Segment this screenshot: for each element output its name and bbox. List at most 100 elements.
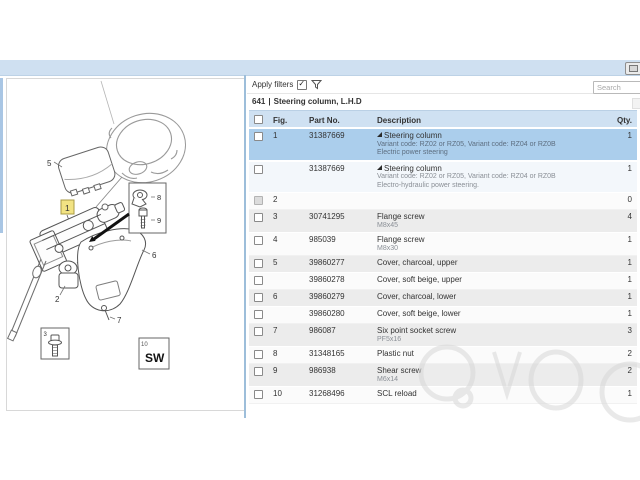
collapsed-control[interactable] bbox=[632, 98, 640, 109]
description-cell: SCL reload bbox=[377, 389, 599, 399]
filters-bar: Apply filters ✓ bbox=[247, 75, 640, 94]
description-sub: M8x45 bbox=[377, 221, 399, 229]
part-no-cell: 30741295 bbox=[309, 212, 345, 221]
description-cell: Flange screw M8x45 bbox=[377, 212, 599, 230]
filter-funnel-icon[interactable] bbox=[311, 79, 323, 90]
expand-triangle-icon[interactable] bbox=[377, 164, 382, 170]
part-no-cell: 31387669 bbox=[309, 163, 345, 173]
parts-table: Fig. Part No. Description Qty. 1 31387669… bbox=[249, 110, 637, 404]
table-row[interactable]: 39860280 Cover, soft beige, lower 1 bbox=[249, 307, 637, 324]
row-checkbox[interactable] bbox=[254, 327, 263, 336]
row-checkbox[interactable] bbox=[254, 350, 263, 359]
apply-filters-checkbox[interactable]: ✓ bbox=[297, 78, 308, 90]
search-input[interactable] bbox=[593, 81, 640, 94]
lower-cover-drawing bbox=[77, 228, 147, 312]
description-main: Flange screw bbox=[377, 212, 425, 221]
table-row[interactable]: 1 31387669 Steering column Variant code: RZ… bbox=[249, 129, 637, 162]
table-row[interactable]: 4 985039 Flange screw M8x30 1 bbox=[249, 233, 637, 256]
description-main: Cover, soft beige, lower bbox=[377, 309, 461, 318]
callout-1-highlight[interactable]: 1 bbox=[60, 199, 75, 215]
part-no-cell: 31387669 bbox=[309, 131, 345, 140]
part-no-cell: 986938 bbox=[309, 366, 336, 375]
description-main: Flange screw bbox=[377, 235, 425, 244]
callout-10: 10 bbox=[141, 342, 148, 348]
description-main: Plastic nut bbox=[377, 349, 414, 358]
part-no-cell: 985039 bbox=[309, 235, 336, 244]
fig-cell: 4 bbox=[273, 235, 278, 244]
description-cell: Cover, soft beige, upper bbox=[377, 275, 599, 285]
checkbox-cell bbox=[249, 309, 273, 321]
checkmark-icon: ✓ bbox=[298, 78, 306, 88]
fig-cell: 6 bbox=[273, 292, 278, 301]
table-row[interactable]: 7 986087 Six point socket screw PF5x16 3 bbox=[249, 324, 637, 347]
description-sub: PF5x16 bbox=[377, 335, 402, 343]
description-sub: Variant code: RZ02 or RZ05, Variant code… bbox=[377, 173, 556, 180]
apply-filters-label: Apply filters bbox=[252, 80, 294, 89]
section-separator: | bbox=[268, 97, 271, 106]
row-checkbox[interactable] bbox=[254, 164, 263, 174]
row-checkbox[interactable] bbox=[254, 293, 263, 302]
table-header-row: Fig. Part No. Description Qty. bbox=[249, 110, 637, 129]
row-checkbox[interactable] bbox=[254, 367, 263, 376]
fig-cell: 7 bbox=[273, 326, 278, 335]
qty-cell: 1 bbox=[627, 258, 632, 267]
table-row[interactable]: 10 31268496 SCL reload 1 bbox=[249, 387, 637, 404]
description-main: Cover, charcoal, lower bbox=[377, 292, 457, 301]
table-row[interactable]: 31387669 Steering column Variant code: RZ0… bbox=[249, 161, 637, 193]
checkbox-cell bbox=[249, 349, 273, 361]
checkbox-cell bbox=[249, 366, 273, 378]
part-no-cell: 39860278 bbox=[309, 275, 345, 284]
description-main: Six point socket screw bbox=[377, 326, 457, 335]
description-cell: Steering column Variant code: RZ02 or RZ0… bbox=[377, 164, 599, 191]
description-cell: Flange screw M8x30 bbox=[377, 235, 599, 253]
qty-cell: 2 bbox=[627, 366, 632, 375]
checkbox-cell bbox=[249, 275, 273, 287]
callout-6: 6 bbox=[152, 251, 157, 260]
qty-header: Qty. bbox=[617, 115, 632, 125]
part-no-cell: 39860279 bbox=[309, 292, 345, 301]
part-no-cell: 986087 bbox=[309, 326, 336, 335]
qty-cell: 1 bbox=[627, 309, 632, 318]
callout-7: 7 bbox=[117, 316, 122, 325]
inset-box-10-sw: 10 SW bbox=[138, 337, 170, 370]
row-checkbox[interactable] bbox=[254, 259, 263, 268]
window-button-icon bbox=[629, 65, 638, 72]
fig-cell: 2 bbox=[273, 195, 278, 204]
row-checkbox[interactable] bbox=[254, 276, 263, 285]
section-name: Steering column, L.H.D bbox=[273, 97, 362, 106]
part-no-cell: 39860277 bbox=[309, 258, 345, 267]
row-checkbox[interactable] bbox=[254, 213, 263, 222]
qty-cell: 0 bbox=[627, 195, 632, 204]
table-row[interactable]: 3 30741295 Flange screw M8x45 4 bbox=[249, 210, 637, 233]
inset-box-8-9: 8 9 bbox=[128, 182, 167, 234]
window-button[interactable] bbox=[625, 62, 640, 75]
part-no-cell: 31268496 bbox=[309, 389, 345, 398]
qty-cell: 1 bbox=[627, 275, 632, 284]
fig-cell: 9 bbox=[273, 366, 278, 375]
row-checkbox[interactable] bbox=[254, 310, 263, 319]
description-sub: Electro-hydraulic power steering. bbox=[377, 181, 479, 189]
table-row[interactable]: 9 986938 Shear screw M6x14 2 bbox=[249, 364, 637, 387]
qty-cell: 3 bbox=[627, 326, 632, 335]
checkbox-cell bbox=[249, 195, 273, 207]
table-row[interactable]: 39860278 Cover, soft beige, upper 1 bbox=[249, 273, 637, 290]
table-row[interactable]: 8 31348165 Plastic nut 2 bbox=[249, 347, 637, 364]
table-row[interactable]: 5 39860277 Cover, charcoal, upper 1 bbox=[249, 256, 637, 273]
row-checkbox[interactable] bbox=[254, 390, 263, 399]
part-no-cell: 31348165 bbox=[309, 349, 345, 358]
description-cell: Shear screw M6x14 bbox=[377, 366, 599, 384]
steering-column-diagram: 5 1 bbox=[7, 80, 187, 370]
qty-cell: 1 bbox=[627, 292, 632, 301]
callout-5: 5 bbox=[47, 159, 52, 168]
row-checkbox[interactable] bbox=[254, 236, 263, 245]
select-all-checkbox[interactable] bbox=[254, 115, 263, 124]
table-row[interactable]: 6 39860279 Cover, charcoal, lower 1 bbox=[249, 290, 637, 307]
checkbox-cell bbox=[249, 326, 273, 338]
steering-column-drawing bbox=[29, 202, 126, 272]
sw-label: SW bbox=[145, 351, 165, 365]
expand-triangle-icon[interactable] bbox=[377, 132, 382, 137]
row-checkbox[interactable] bbox=[254, 132, 263, 141]
description-cell: Plastic nut bbox=[377, 349, 599, 359]
description-sub: Variant code: RZ02 or RZ05, Variant code… bbox=[377, 140, 556, 148]
